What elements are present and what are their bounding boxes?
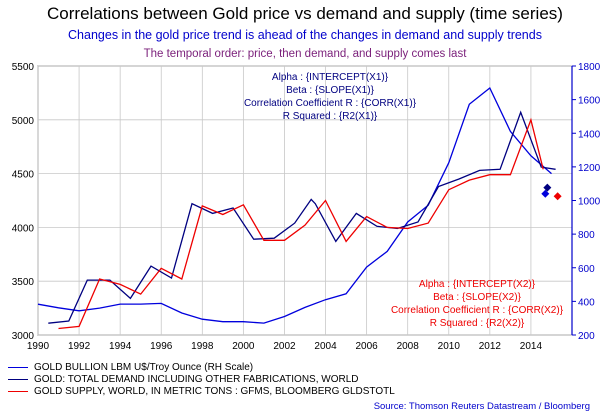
source-note: Source: Thomson Reuters Datastream / Blo…: [373, 401, 590, 412]
x-tick-label: 1996: [150, 341, 173, 352]
x-tick-label: 2002: [273, 341, 296, 352]
x-tick-label: 2000: [232, 341, 255, 352]
legend-label-supply: GOLD SUPPLY, WORLD, IN METRIC TONS : GFM…: [34, 386, 395, 397]
series-line-price: [37, 86, 552, 324]
legend-item-price: GOLD BULLION LBM U$/Troy Ounce (RH Scale…: [8, 362, 253, 374]
annotation-x2-line: Alpha : {INTERCEPT(X2)}: [419, 279, 536, 290]
y-tick-label-right: 400: [578, 297, 595, 308]
chart-subtitle-secondary: The temporal order: price, then demand, …: [143, 48, 467, 60]
y-tick-label-right: 1600: [578, 96, 601, 107]
annotation-x1-line: Beta : {SLOPE(X1)}: [286, 85, 374, 96]
annotation-x1-line: Correlation Coefficient R : {CORR(X1)}: [244, 98, 417, 109]
series-marker-price: [541, 189, 550, 198]
legend-swatch-demand: [8, 378, 28, 380]
legend-swatch-price: [8, 366, 28, 368]
chart-subtitle-primary: Changes in the gold price trend is ahead…: [68, 28, 542, 42]
annotation-x2-line: R Squared : {R2(X2)}: [430, 318, 525, 329]
x-tick-label: 2012: [479, 341, 502, 352]
legend-item-demand: GOLD: TOTAL DEMAND INCLUDING OTHER FABRI…: [8, 374, 358, 386]
x-tick-label: 1994: [109, 341, 132, 352]
x-tick-label: 2010: [438, 341, 461, 352]
x-tick-label: 1998: [191, 341, 214, 352]
annotation-x2-line: Beta : {SLOPE(X2)}: [433, 292, 521, 303]
y-tick-label-left: 3500: [12, 277, 35, 288]
y-tick-label-right: 1000: [578, 197, 601, 208]
legend-swatch-supply: [8, 390, 28, 392]
y-tick-label-right: 1200: [578, 163, 601, 174]
y-tick-label-right: 1400: [578, 129, 601, 140]
x-tick-label: 1992: [68, 341, 91, 352]
series-line-supply: [58, 117, 544, 330]
annotation-x2-line: Correlation Coefficient R : {CORR(X2)}: [391, 305, 564, 316]
y-tick-label-right: 200: [578, 331, 595, 342]
series-line-demand: [48, 110, 556, 324]
annotation-x1-line: Alpha : {INTERCEPT(X1)}: [272, 72, 389, 83]
series-marker-supply: [553, 192, 562, 201]
x-tick-label: 2004: [314, 341, 337, 352]
legend-item-supply: GOLD SUPPLY, WORLD, IN METRIC TONS : GFM…: [8, 386, 395, 398]
x-tick-label: 1990: [27, 341, 50, 352]
x-tick-label: 2006: [355, 341, 378, 352]
x-tick-label: 2014: [520, 341, 543, 352]
legend-label-price: GOLD BULLION LBM U$/Troy Ounce (RH Scale…: [34, 362, 254, 373]
series-marker-demand: [543, 183, 552, 192]
y-tick-label-right: 800: [578, 230, 595, 241]
annotation-x1-line: R Squared : {R2(X1)}: [283, 111, 378, 122]
y-tick-label-left: 4500: [12, 170, 35, 181]
y-tick-label-right: 600: [578, 264, 595, 275]
y-tick-label-left: 5500: [12, 62, 35, 73]
legend-label-demand: GOLD: TOTAL DEMAND INCLUDING OTHER FABRI…: [34, 374, 359, 385]
chart-title: Correlations between Gold price vs deman…: [47, 4, 563, 23]
y-tick-label-left: 4000: [12, 223, 35, 234]
y-tick-label-left: 5000: [12, 116, 35, 127]
y-tick-label-right: 1800: [578, 62, 601, 73]
y-tick-label-left: 3000: [12, 331, 35, 342]
x-tick-label: 2008: [397, 341, 420, 352]
